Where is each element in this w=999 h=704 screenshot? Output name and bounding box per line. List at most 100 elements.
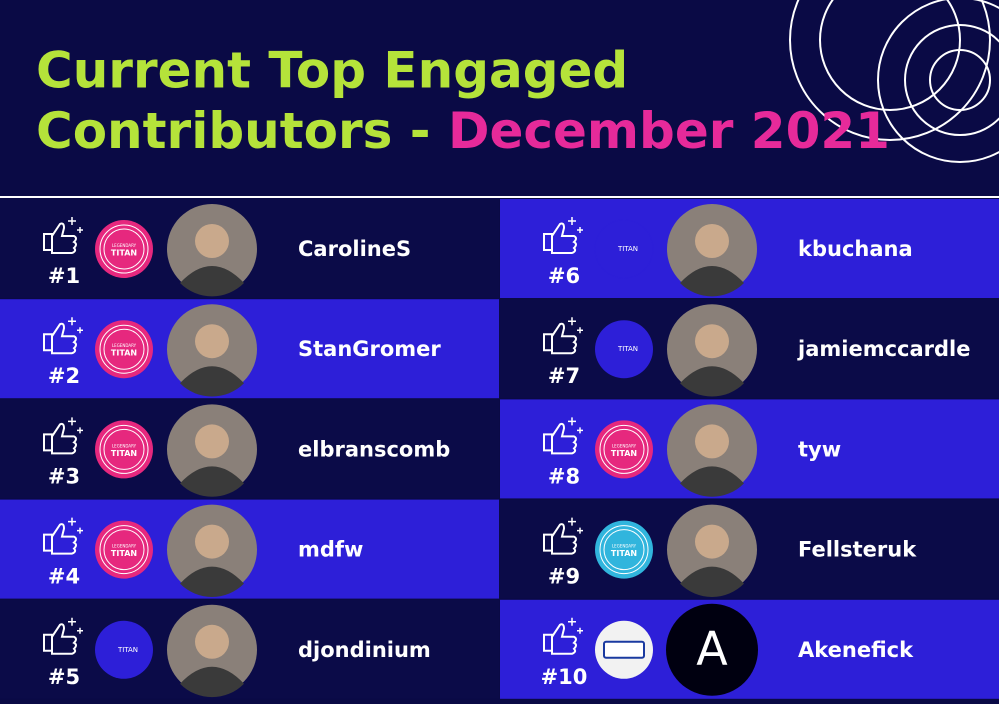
rank: #10 — [541, 665, 588, 689]
title-line1: Current Top Engaged — [36, 42, 628, 100]
avatar-head — [695, 324, 729, 359]
rank: #7 — [548, 364, 580, 388]
rank: #6 — [548, 264, 580, 288]
badge — [595, 420, 653, 479]
sparkle-icon — [68, 417, 83, 434]
avatar-head — [195, 424, 229, 459]
entry-row: #5 TITAN djondinium — [0, 599, 499, 699]
avatar-letter: A — [696, 621, 728, 675]
badge-ring — [599, 525, 649, 575]
sparkle-icon — [68, 617, 83, 634]
badge-ring — [599, 424, 649, 474]
username: CarolineS — [298, 237, 411, 261]
badge — [594, 219, 654, 279]
username: djondinium — [298, 638, 431, 662]
badge-tier: LEGENDARY — [612, 443, 637, 448]
avatar-body — [680, 466, 744, 497]
thumb-icon — [543, 422, 577, 455]
badge-level: TITAN — [117, 646, 138, 654]
rank: #8 — [548, 464, 580, 488]
badge-level: TITAN — [611, 549, 637, 558]
badge-ring — [103, 529, 145, 571]
thumb-icon — [543, 623, 577, 655]
thumb-icon — [43, 523, 77, 555]
badge-level: TITAN — [617, 345, 638, 353]
badge-ring — [103, 328, 145, 370]
avatar-head — [195, 224, 229, 258]
sparkle-icon — [568, 517, 583, 534]
rank: #2 — [48, 364, 80, 388]
badge — [595, 520, 653, 579]
title-highlight: December 2021 — [448, 102, 890, 160]
badge-ring — [99, 224, 149, 274]
thumb-icon — [43, 222, 77, 254]
sparkle-icon — [68, 217, 83, 233]
badge-tier: LEGENDARY — [112, 443, 137, 448]
badge-ring — [103, 428, 145, 470]
decor-circles — [789, 0, 999, 163]
badge-ring — [99, 324, 149, 374]
thumb-icon — [543, 222, 577, 254]
badge-ring — [99, 424, 149, 474]
badge — [95, 320, 153, 379]
avatar-body — [180, 466, 244, 497]
badge — [95, 220, 153, 278]
badge-ring — [103, 228, 145, 270]
badge-tier: LEGENDARY — [112, 544, 137, 549]
badge — [595, 320, 653, 379]
badge-level: TITAN — [111, 349, 137, 358]
avatar-body — [180, 666, 244, 698]
avatar-body — [180, 266, 244, 297]
avatar-body — [680, 566, 744, 597]
badge-level: TITAN — [111, 449, 137, 458]
avatar-head — [195, 624, 229, 659]
rank: #1 — [48, 264, 80, 288]
badge-level: TITAN — [611, 449, 637, 458]
badge — [95, 520, 153, 579]
sparkle-icon — [568, 617, 583, 634]
sparkle-icon — [568, 217, 583, 233]
badge-tier: LEGENDARY — [112, 343, 137, 348]
username: Fellsteruk — [798, 538, 917, 562]
avatar-head — [195, 324, 229, 359]
thumb-icon — [543, 322, 577, 355]
badge-ring — [603, 529, 645, 571]
thumb-icon — [43, 322, 77, 355]
avatar-body — [180, 566, 244, 597]
avatar — [666, 603, 758, 696]
title-line2: Contributors - December 2021 — [36, 102, 890, 160]
rank: #3 — [48, 464, 80, 488]
badge-level: TITAN — [617, 245, 638, 253]
thumb-icon — [43, 623, 77, 655]
badge-level: TITAN — [111, 249, 137, 258]
badge — [95, 620, 153, 679]
sparkle-icon — [568, 417, 583, 434]
username: jamiemccardle — [797, 337, 970, 361]
entry-row: #6 TITAN kbuchana — [500, 199, 999, 298]
badge-level: TITAN — [111, 549, 137, 558]
username: kbuchana — [798, 237, 913, 261]
avatar-head — [695, 524, 729, 559]
username: tyw — [798, 437, 841, 461]
sparkle-icon — [68, 317, 83, 334]
entry-row: #7 TITAN jamiemccardle — [500, 299, 999, 399]
rank: #9 — [548, 565, 580, 589]
avatar-head — [695, 424, 729, 459]
thumb-icon — [43, 422, 77, 455]
badge-image — [603, 640, 645, 659]
avatar-head — [195, 524, 229, 559]
avatar-head — [695, 224, 729, 258]
username: StanGromer — [298, 337, 441, 361]
entry-row: #10 A Akenefick — [500, 599, 999, 699]
sparkle-icon — [68, 517, 83, 534]
badge-ring — [99, 525, 149, 575]
username: Akenefick — [798, 638, 914, 662]
